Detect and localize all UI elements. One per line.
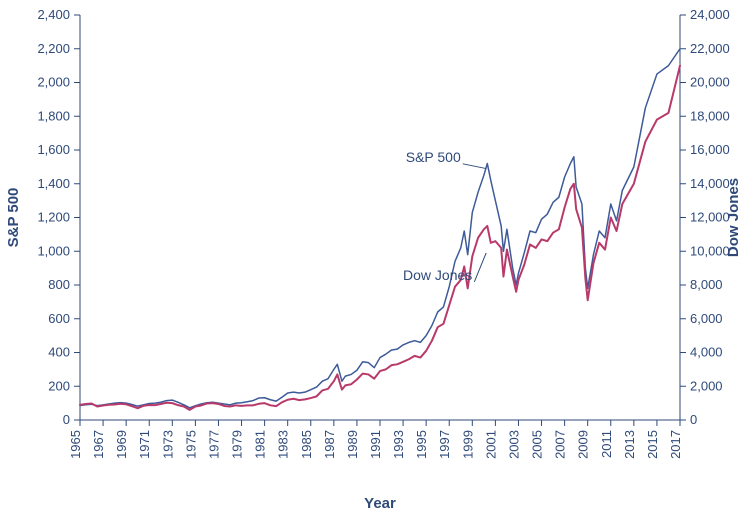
y-right-tick-label: 18,000 — [690, 108, 730, 123]
y-left-tick-label: 1,800 — [37, 108, 70, 123]
x-tick-label: 1985 — [299, 430, 314, 459]
x-tick-label: 1989 — [345, 430, 360, 459]
annotation-label: Dow Jones — [403, 267, 472, 283]
y-left-tick-label: 2,000 — [37, 75, 70, 90]
x-tick-label: 1965 — [68, 430, 83, 459]
y-right-tick-label: 22,000 — [690, 41, 730, 56]
x-tick-label: 2005 — [530, 430, 545, 459]
y-right-tick-label: 12,000 — [690, 210, 730, 225]
x-axis-label: Year — [364, 495, 396, 512]
y-left-tick-label: 1,200 — [37, 210, 70, 225]
x-tick-label: 1981 — [253, 430, 268, 459]
y-left-axis-label: S&P 500 — [5, 188, 22, 248]
annotation-leader — [474, 253, 486, 282]
y-right-tick-label: 4,000 — [690, 345, 723, 360]
series-s-p-500 — [80, 49, 680, 408]
y-right-tick-label: 16,000 — [690, 142, 730, 157]
x-tick-label: 2015 — [645, 430, 660, 459]
annotation-leader — [463, 164, 486, 169]
x-tick-label: 2003 — [506, 430, 521, 459]
y-right-tick-label: 0 — [690, 412, 697, 427]
y-left-tick-label: 400 — [48, 345, 70, 360]
y-left-tick-label: 800 — [48, 277, 70, 292]
x-tick-label: 2001 — [483, 430, 498, 459]
y-left-tick-label: 1,600 — [37, 142, 70, 157]
y-left-tick-label: 200 — [48, 378, 70, 393]
x-tick-label: 1975 — [183, 430, 198, 459]
x-tick-label: 1973 — [160, 430, 175, 459]
x-tick-label: 1979 — [230, 430, 245, 459]
y-left-tick-label: 1,400 — [37, 176, 70, 191]
x-tick-label: 1999 — [460, 430, 475, 459]
y-left-tick-label: 2,400 — [37, 7, 70, 22]
y-right-tick-label: 14,000 — [690, 176, 730, 191]
chart-svg: 0 200 400 600 800 1,000 1,200 1,400 1,600 1,800 2,… — [0, 0, 750, 528]
x-tick-label: 1997 — [437, 430, 452, 459]
x-tick-label: 1967 — [91, 430, 106, 459]
y-right-tick-label: 10,000 — [690, 243, 730, 258]
y-right-axis-label: Dow Jones — [725, 178, 742, 257]
x-tick-label: 2017 — [668, 430, 683, 459]
x-tick-label: 1993 — [391, 430, 406, 459]
y-left-tick-label: 1,000 — [37, 243, 70, 258]
x-tick-label: 2011 — [599, 430, 614, 458]
y-right-tick-label: 20,000 — [690, 75, 730, 90]
x-tick-label: 1995 — [414, 430, 429, 459]
x-tick-label: 1971 — [137, 430, 152, 459]
x-tick-label: 2013 — [622, 430, 637, 459]
y-right-tick-label: 24,000 — [690, 7, 730, 22]
x-tick-label: 1991 — [368, 430, 383, 459]
y-right-tick-label: 6,000 — [690, 311, 723, 326]
y-left-tick-label: 600 — [48, 311, 70, 326]
x-tick-label: 1969 — [114, 430, 129, 459]
y-right-tick-label: 2,000 — [690, 378, 723, 393]
x-tick-label: 1983 — [276, 430, 291, 459]
x-tick-label: 2009 — [576, 430, 591, 459]
y-left-tick-label: 2,200 — [37, 41, 70, 56]
y-right-tick-label: 8,000 — [690, 277, 723, 292]
y-left-tick-label: 0 — [63, 412, 70, 427]
x-tick-label: 1987 — [322, 430, 337, 459]
x-tick-label: 1977 — [206, 430, 221, 459]
chart-container: 0 200 400 600 800 1,000 1,200 1,400 1,600 1,800 2,… — [0, 0, 750, 528]
x-tick-label: 2007 — [553, 430, 568, 459]
annotation-label: S&P 500 — [406, 149, 461, 165]
